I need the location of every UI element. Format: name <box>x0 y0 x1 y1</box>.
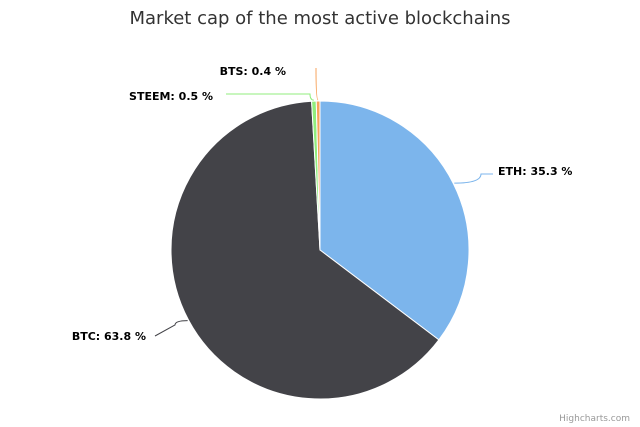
connector-btc <box>154 320 188 337</box>
data-labels: ETH: 35.3 % BTC: 63.8 % STEEM: 0.5 % BTS: 0… <box>72 65 573 343</box>
connector-bts <box>315 67 319 101</box>
connector-eth <box>454 173 493 184</box>
label-connectors <box>154 67 493 337</box>
data-label-bts: BTS: 0.4 % <box>220 65 286 78</box>
data-label-eth: ETH: 35.3 % <box>498 165 572 178</box>
pie-slice-bts[interactable] <box>315 100 321 251</box>
connector-steem <box>226 93 314 101</box>
pie-slice-eth[interactable] <box>319 100 470 341</box>
data-label-btc: BTC: 63.8 % <box>72 330 146 343</box>
credits-link[interactable]: Highcharts.com <box>559 414 630 424</box>
pie-slice-btc[interactable] <box>170 100 440 400</box>
chart-title: Market cap of the most active blockchain… <box>129 8 510 29</box>
pie-slices <box>170 100 470 400</box>
data-label-steem: STEEM: 0.5 % <box>129 90 213 103</box>
